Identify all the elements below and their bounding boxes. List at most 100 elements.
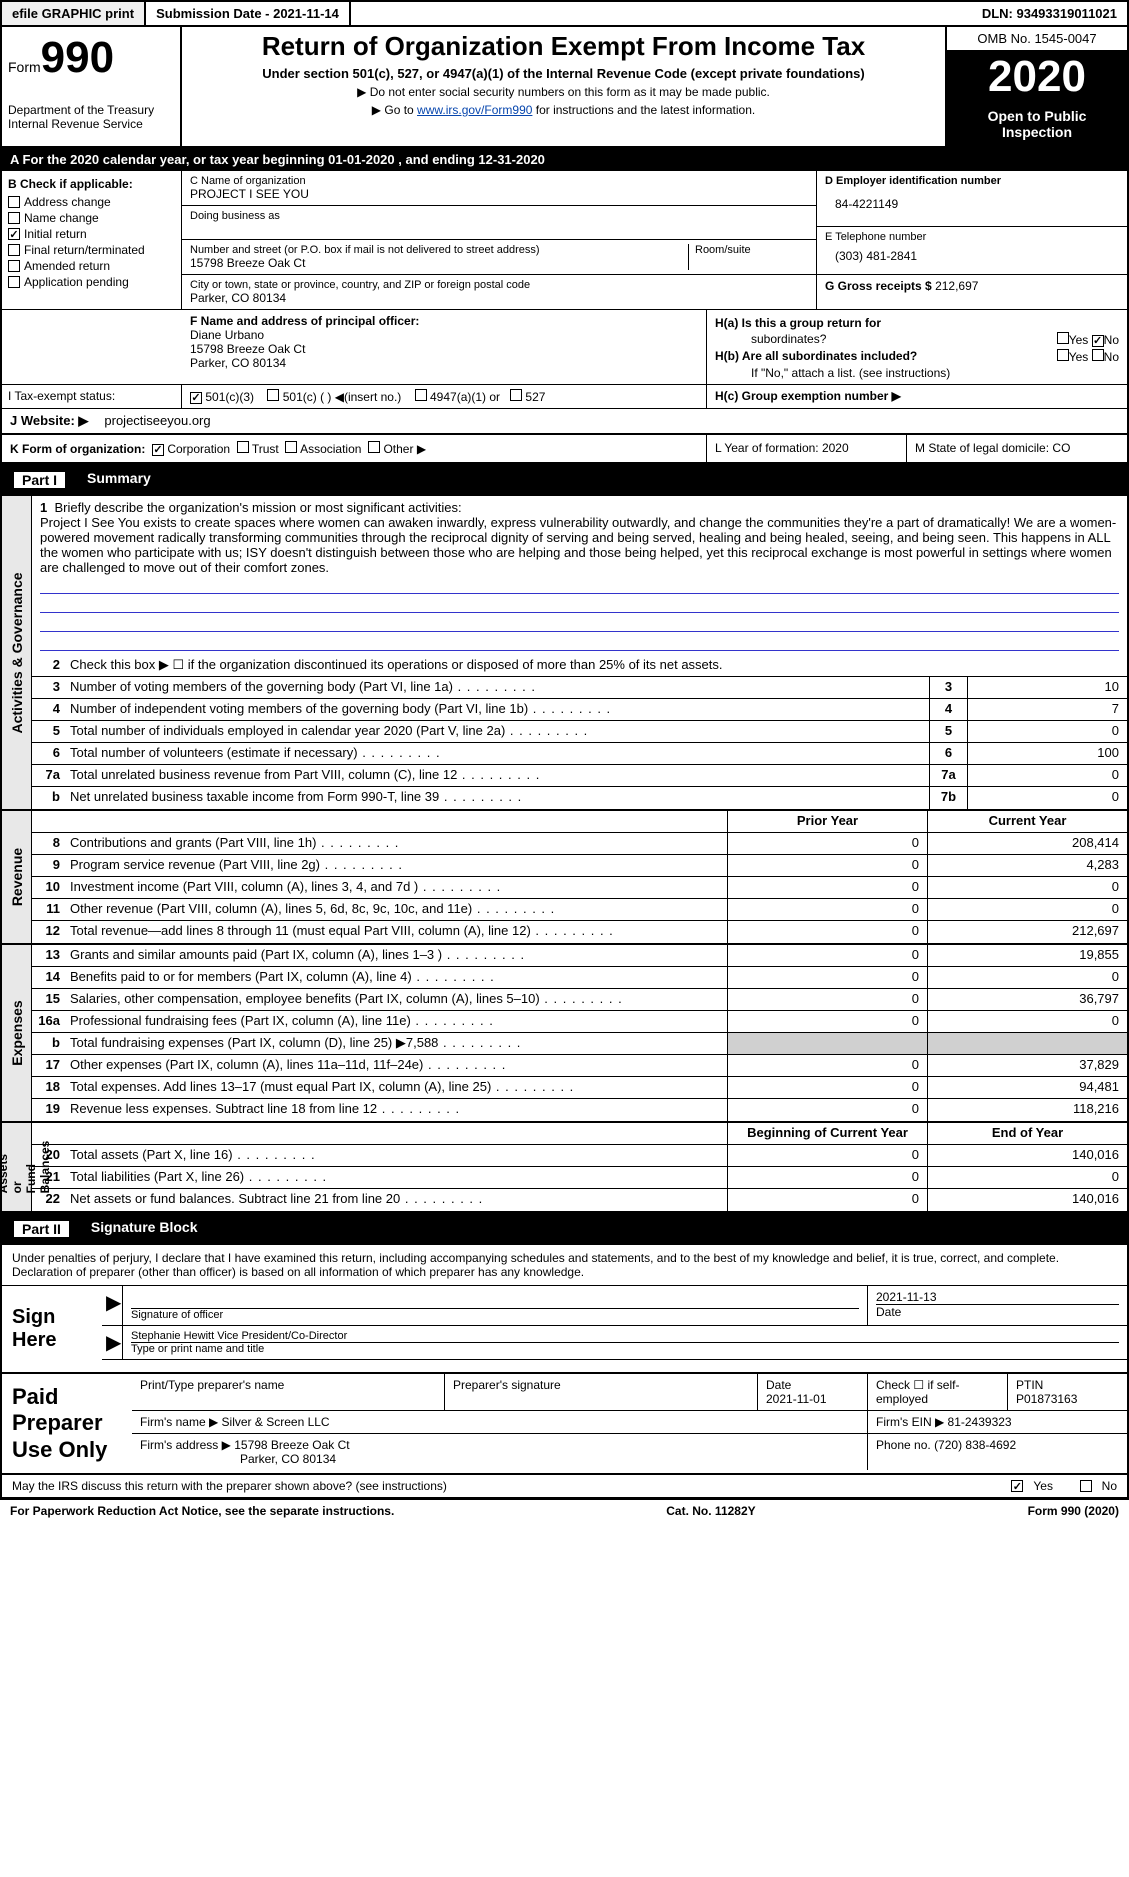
prior-year-val [727, 1033, 927, 1054]
4947-check[interactable] [415, 389, 427, 401]
ha-label2: subordinates? [715, 332, 826, 346]
prior-year-val: 0 [727, 877, 927, 898]
trust-check[interactable] [237, 441, 249, 453]
hb-note: If "No," attach a list. (see instruction… [715, 366, 1119, 380]
current-year-val: 0 [927, 877, 1127, 898]
discuss-q: May the IRS discuss this return with the… [12, 1479, 447, 1493]
checkbox[interactable] [8, 244, 20, 256]
room-hint: Room/suite [688, 244, 808, 270]
line-desc: Total expenses. Add lines 13–17 (must eq… [66, 1077, 727, 1098]
checkbox[interactable] [8, 276, 20, 288]
line-desc: Benefits paid to or for members (Part IX… [66, 967, 727, 988]
sig-date: 2021-11-13 [876, 1290, 1119, 1304]
section-c: C Name of organizationPROJECT I SEE YOU … [182, 171, 817, 309]
line-desc: Revenue less expenses. Subtract line 18 … [66, 1099, 727, 1121]
hb-yes-check[interactable] [1057, 349, 1069, 361]
begin-year-hdr: Beginning of Current Year [727, 1123, 927, 1144]
website-label: J Website: ▶ [2, 409, 96, 433]
checkbox[interactable]: ✓ [8, 228, 20, 240]
hb-no-check[interactable] [1092, 349, 1104, 361]
section-b-c-d: B Check if applicable: Address changeNam… [0, 171, 1129, 310]
city-hint: City or town, state or province, country… [190, 279, 808, 291]
sig-arrow2-icon: ▶ [102, 1326, 122, 1359]
prep-date: 2021-11-01 [766, 1392, 827, 1406]
firm-phone: (720) 838-4692 [934, 1438, 1016, 1452]
assoc-check[interactable] [285, 441, 297, 453]
omb-number: OMB No. 1545-0047 [947, 27, 1127, 52]
org-name: PROJECT I SEE YOU [190, 187, 808, 201]
check-label: Application pending [24, 275, 129, 289]
other-check[interactable] [368, 441, 380, 453]
form-footer: Form 990 (2020) [1028, 1504, 1119, 1518]
efile-print-button[interactable]: efile GRAPHIC print [2, 2, 146, 25]
prep-h4: Check ☐ if self-employed [867, 1374, 1007, 1410]
current-year-val: 0 [927, 1011, 1127, 1032]
governance-section: Activities & Governance 1 Briefly descri… [0, 496, 1129, 811]
section-d: D Employer identification number84-42211… [817, 171, 1127, 309]
ha-yes-check[interactable] [1057, 332, 1069, 344]
prior-year-val: 0 [727, 1011, 927, 1032]
line-desc: Total liabilities (Part X, line 26) [66, 1167, 727, 1188]
hc-label: H(c) Group exemption number ▶ [715, 389, 901, 403]
ein: 84-4221149 [825, 197, 1119, 211]
checkbox[interactable] [8, 196, 20, 208]
section-f: F Name and address of principal officer:… [182, 310, 707, 384]
gov-label: Activities & Governance [9, 572, 25, 733]
line-desc: Total number of volunteers (estimate if … [66, 743, 929, 764]
prior-year-val: 0 [727, 855, 927, 876]
year-formation: L Year of formation: 2020 [707, 435, 907, 462]
corp-check[interactable]: ✓ [152, 444, 164, 456]
prior-year-hdr: Prior Year [727, 811, 927, 832]
line-desc: Other revenue (Part VIII, column (A), li… [66, 899, 727, 920]
check-label: Initial return [24, 227, 87, 241]
tax-period: A For the 2020 calendar year, or tax yea… [0, 148, 1129, 171]
prior-year-val: 0 [727, 833, 927, 854]
form-note2: ▶ Go to www.irs.gov/Form990 for instruct… [192, 103, 935, 117]
firm-name: Silver & Screen LLC [222, 1415, 330, 1429]
checkbox[interactable] [8, 212, 20, 224]
527-check[interactable] [510, 389, 522, 401]
irs-link[interactable]: www.irs.gov/Form990 [417, 103, 532, 117]
line-value: 10 [967, 677, 1127, 698]
city: Parker, CO 80134 [190, 291, 808, 305]
begin-year-val: 0 [727, 1145, 927, 1166]
pra-notice: For Paperwork Reduction Act Notice, see … [10, 1504, 394, 1518]
line-desc: Net unrelated business taxable income fr… [66, 787, 929, 809]
501c-check[interactable] [267, 389, 279, 401]
k-label: K Form of organization: [10, 442, 145, 456]
prior-year-val: 0 [727, 1099, 927, 1121]
tax-exempt-options: ✓ 501(c)(3) 501(c) ( ) ◀(insert no.) 494… [182, 385, 707, 408]
form-note1: ▶ Do not enter social security numbers o… [192, 85, 935, 99]
firm-addr2: Parker, CO 80134 [140, 1452, 336, 1466]
discuss-no-check[interactable] [1080, 1480, 1092, 1492]
discuss-yes-check[interactable]: ✓ [1011, 1480, 1023, 1492]
prior-year-val: 0 [727, 967, 927, 988]
form-number: Form990 [8, 33, 174, 83]
part2-num: Part II [12, 1219, 71, 1239]
part1-num: Part I [12, 470, 67, 490]
501c3-check[interactable]: ✓ [190, 392, 202, 404]
section-i-j-hc: I Tax-exempt status: ✓ 501(c)(3) 501(c) … [0, 385, 1129, 409]
line-desc: Other expenses (Part IX, column (A), lin… [66, 1055, 727, 1076]
line-desc: Program service revenue (Part VIII, line… [66, 855, 727, 876]
footer: For Paperwork Reduction Act Notice, see … [0, 1498, 1129, 1522]
check-label: Final return/terminated [24, 243, 145, 257]
hb-label: H(b) Are all subordinates included? [715, 349, 917, 363]
part1-header: Part I Summary [0, 464, 1129, 496]
current-year-val [927, 1033, 1127, 1054]
ha-no-check[interactable]: ✓ [1092, 335, 1104, 347]
current-year-val: 36,797 [927, 989, 1127, 1010]
paid-preparer-block: Paid Preparer Use Only Print/Type prepar… [0, 1374, 1129, 1475]
current-year-val: 118,216 [927, 1099, 1127, 1121]
ha-label: H(a) Is this a group return for [715, 316, 881, 330]
current-year-val: 4,283 [927, 855, 1127, 876]
prep-h2: Preparer's signature [444, 1374, 757, 1410]
section-j: J Website: ▶ projectiseeyou.org [0, 409, 1129, 435]
form-title: Return of Organization Exempt From Incom… [192, 31, 935, 62]
checkbox[interactable] [8, 260, 20, 272]
exp-label: Expenses [9, 1000, 25, 1065]
state-domicile: M State of legal domicile: CO [907, 435, 1127, 462]
firm-addr-label: Firm's address ▶ [140, 1438, 231, 1452]
line-desc: Total revenue—add lines 8 through 11 (mu… [66, 921, 727, 943]
line-desc: Total fundraising expenses (Part IX, col… [66, 1033, 727, 1054]
